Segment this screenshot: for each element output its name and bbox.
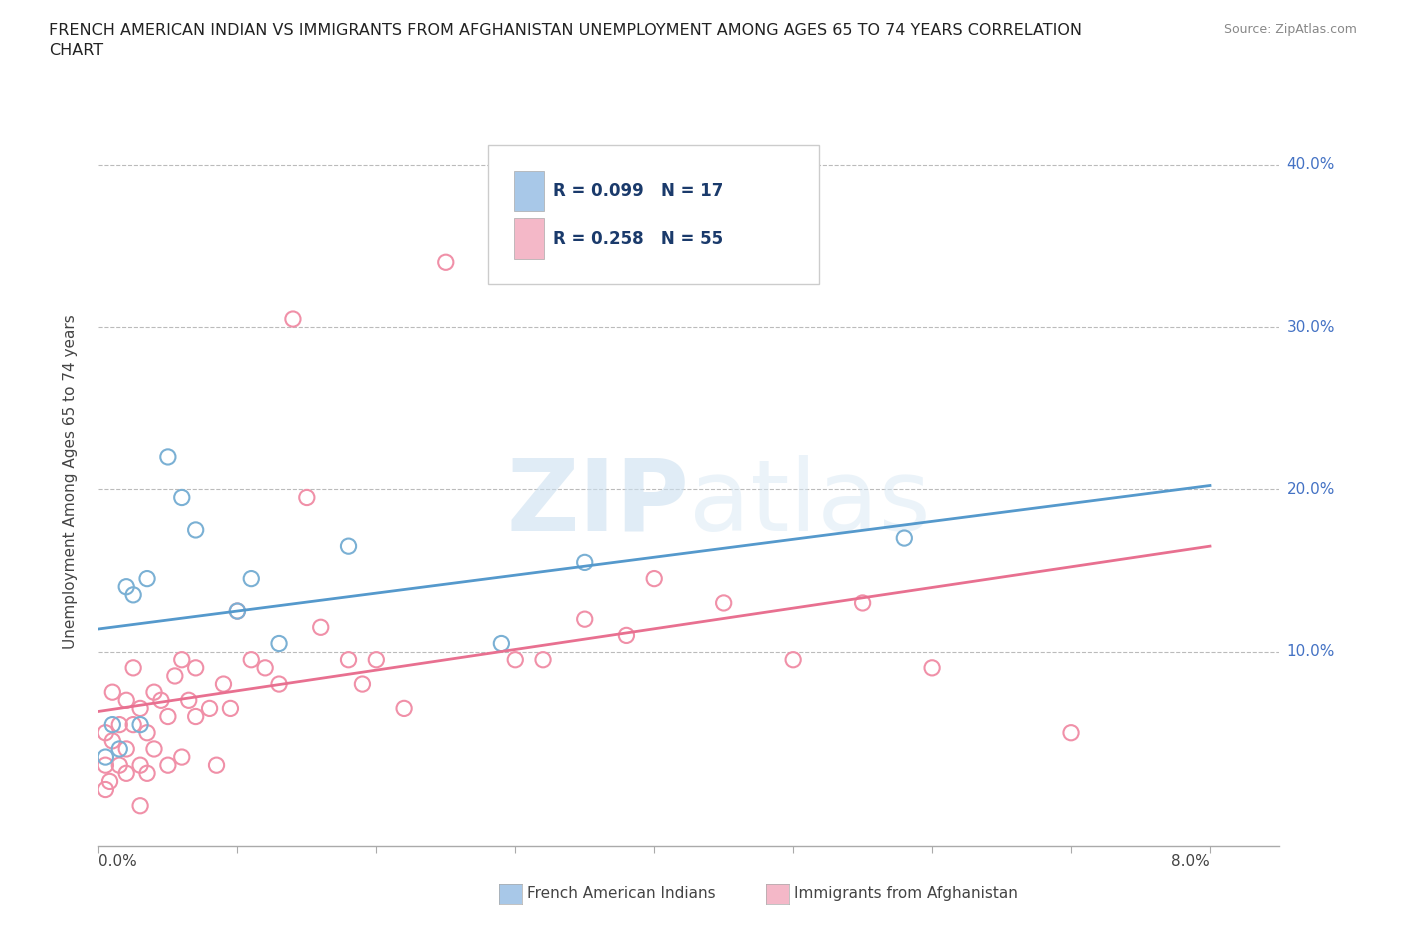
Point	[240, 571, 263, 586]
Text: R = 0.099   N = 17: R = 0.099 N = 17	[553, 182, 724, 201]
Point	[136, 725, 159, 740]
Point	[713, 595, 735, 610]
Point	[226, 604, 249, 618]
Point	[101, 684, 124, 699]
Point	[108, 741, 131, 756]
Point	[170, 750, 193, 764]
Text: 30.0%: 30.0%	[1286, 320, 1334, 335]
Point	[212, 677, 235, 692]
Point	[267, 636, 290, 651]
Point	[219, 701, 242, 716]
Point	[101, 717, 124, 732]
Point	[115, 693, 138, 708]
Point	[921, 660, 943, 675]
Point	[170, 490, 193, 505]
Point	[94, 725, 117, 740]
Point	[337, 652, 360, 667]
Point	[108, 758, 131, 773]
Text: 40.0%: 40.0%	[1286, 157, 1334, 172]
Point	[98, 774, 121, 789]
Point	[184, 709, 207, 724]
Point	[184, 523, 207, 538]
Point	[574, 612, 596, 627]
Point	[115, 766, 138, 781]
Point	[94, 782, 117, 797]
Text: 0.0%: 0.0%	[98, 855, 138, 870]
Point	[129, 701, 152, 716]
Text: ZIP: ZIP	[506, 455, 689, 551]
Point	[198, 701, 221, 716]
Y-axis label: Unemployment Among Ages 65 to 74 years: Unemployment Among Ages 65 to 74 years	[63, 314, 77, 648]
Point	[129, 717, 152, 732]
Point	[337, 538, 360, 553]
Point	[295, 490, 318, 505]
Point	[143, 684, 166, 699]
Point	[226, 604, 249, 618]
Point	[163, 669, 186, 684]
Text: French American Indians: French American Indians	[527, 886, 716, 901]
FancyBboxPatch shape	[515, 219, 544, 259]
Text: Immigrants from Afghanistan: Immigrants from Afghanistan	[794, 886, 1018, 901]
Point	[177, 693, 200, 708]
Point	[366, 652, 388, 667]
Point	[115, 579, 138, 594]
Point	[240, 652, 263, 667]
Point	[491, 636, 513, 651]
Point	[184, 660, 207, 675]
FancyBboxPatch shape	[515, 171, 544, 211]
Point	[852, 595, 875, 610]
Point	[156, 758, 179, 773]
Point	[122, 588, 145, 603]
Point	[281, 312, 304, 326]
Point	[122, 660, 145, 675]
Point	[503, 652, 526, 667]
Point	[574, 555, 596, 570]
Point	[149, 693, 172, 708]
Text: 20.0%: 20.0%	[1286, 482, 1334, 497]
Point	[156, 449, 179, 464]
Point	[101, 734, 124, 749]
Text: 10.0%: 10.0%	[1286, 644, 1334, 659]
Point	[267, 677, 290, 692]
Point	[94, 750, 117, 764]
Point	[893, 531, 915, 546]
Point	[1060, 725, 1083, 740]
Point	[156, 709, 179, 724]
Point	[122, 717, 145, 732]
Point	[115, 741, 138, 756]
Point	[616, 628, 638, 643]
Point	[94, 758, 117, 773]
Point	[136, 766, 159, 781]
Point	[143, 741, 166, 756]
Point	[129, 758, 152, 773]
Text: atlas: atlas	[689, 455, 931, 551]
Point	[136, 571, 159, 586]
FancyBboxPatch shape	[488, 145, 818, 285]
Point	[531, 652, 554, 667]
Point	[782, 652, 804, 667]
Point	[254, 660, 277, 675]
Text: Source: ZipAtlas.com: Source: ZipAtlas.com	[1223, 23, 1357, 36]
Point	[392, 701, 415, 716]
Text: 8.0%: 8.0%	[1171, 855, 1211, 870]
Point	[352, 677, 374, 692]
Point	[434, 255, 457, 270]
Point	[170, 652, 193, 667]
Point	[129, 798, 152, 813]
Text: FRENCH AMERICAN INDIAN VS IMMIGRANTS FROM AFGHANISTAN UNEMPLOYMENT AMONG AGES 65: FRENCH AMERICAN INDIAN VS IMMIGRANTS FRO…	[49, 23, 1083, 58]
Point	[643, 571, 665, 586]
Point	[205, 758, 228, 773]
Point	[309, 620, 332, 635]
Point	[108, 717, 131, 732]
Text: R = 0.258   N = 55: R = 0.258 N = 55	[553, 230, 723, 248]
